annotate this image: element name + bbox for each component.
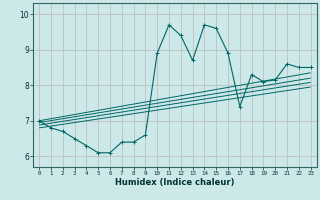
X-axis label: Humidex (Indice chaleur): Humidex (Indice chaleur) <box>115 178 235 187</box>
